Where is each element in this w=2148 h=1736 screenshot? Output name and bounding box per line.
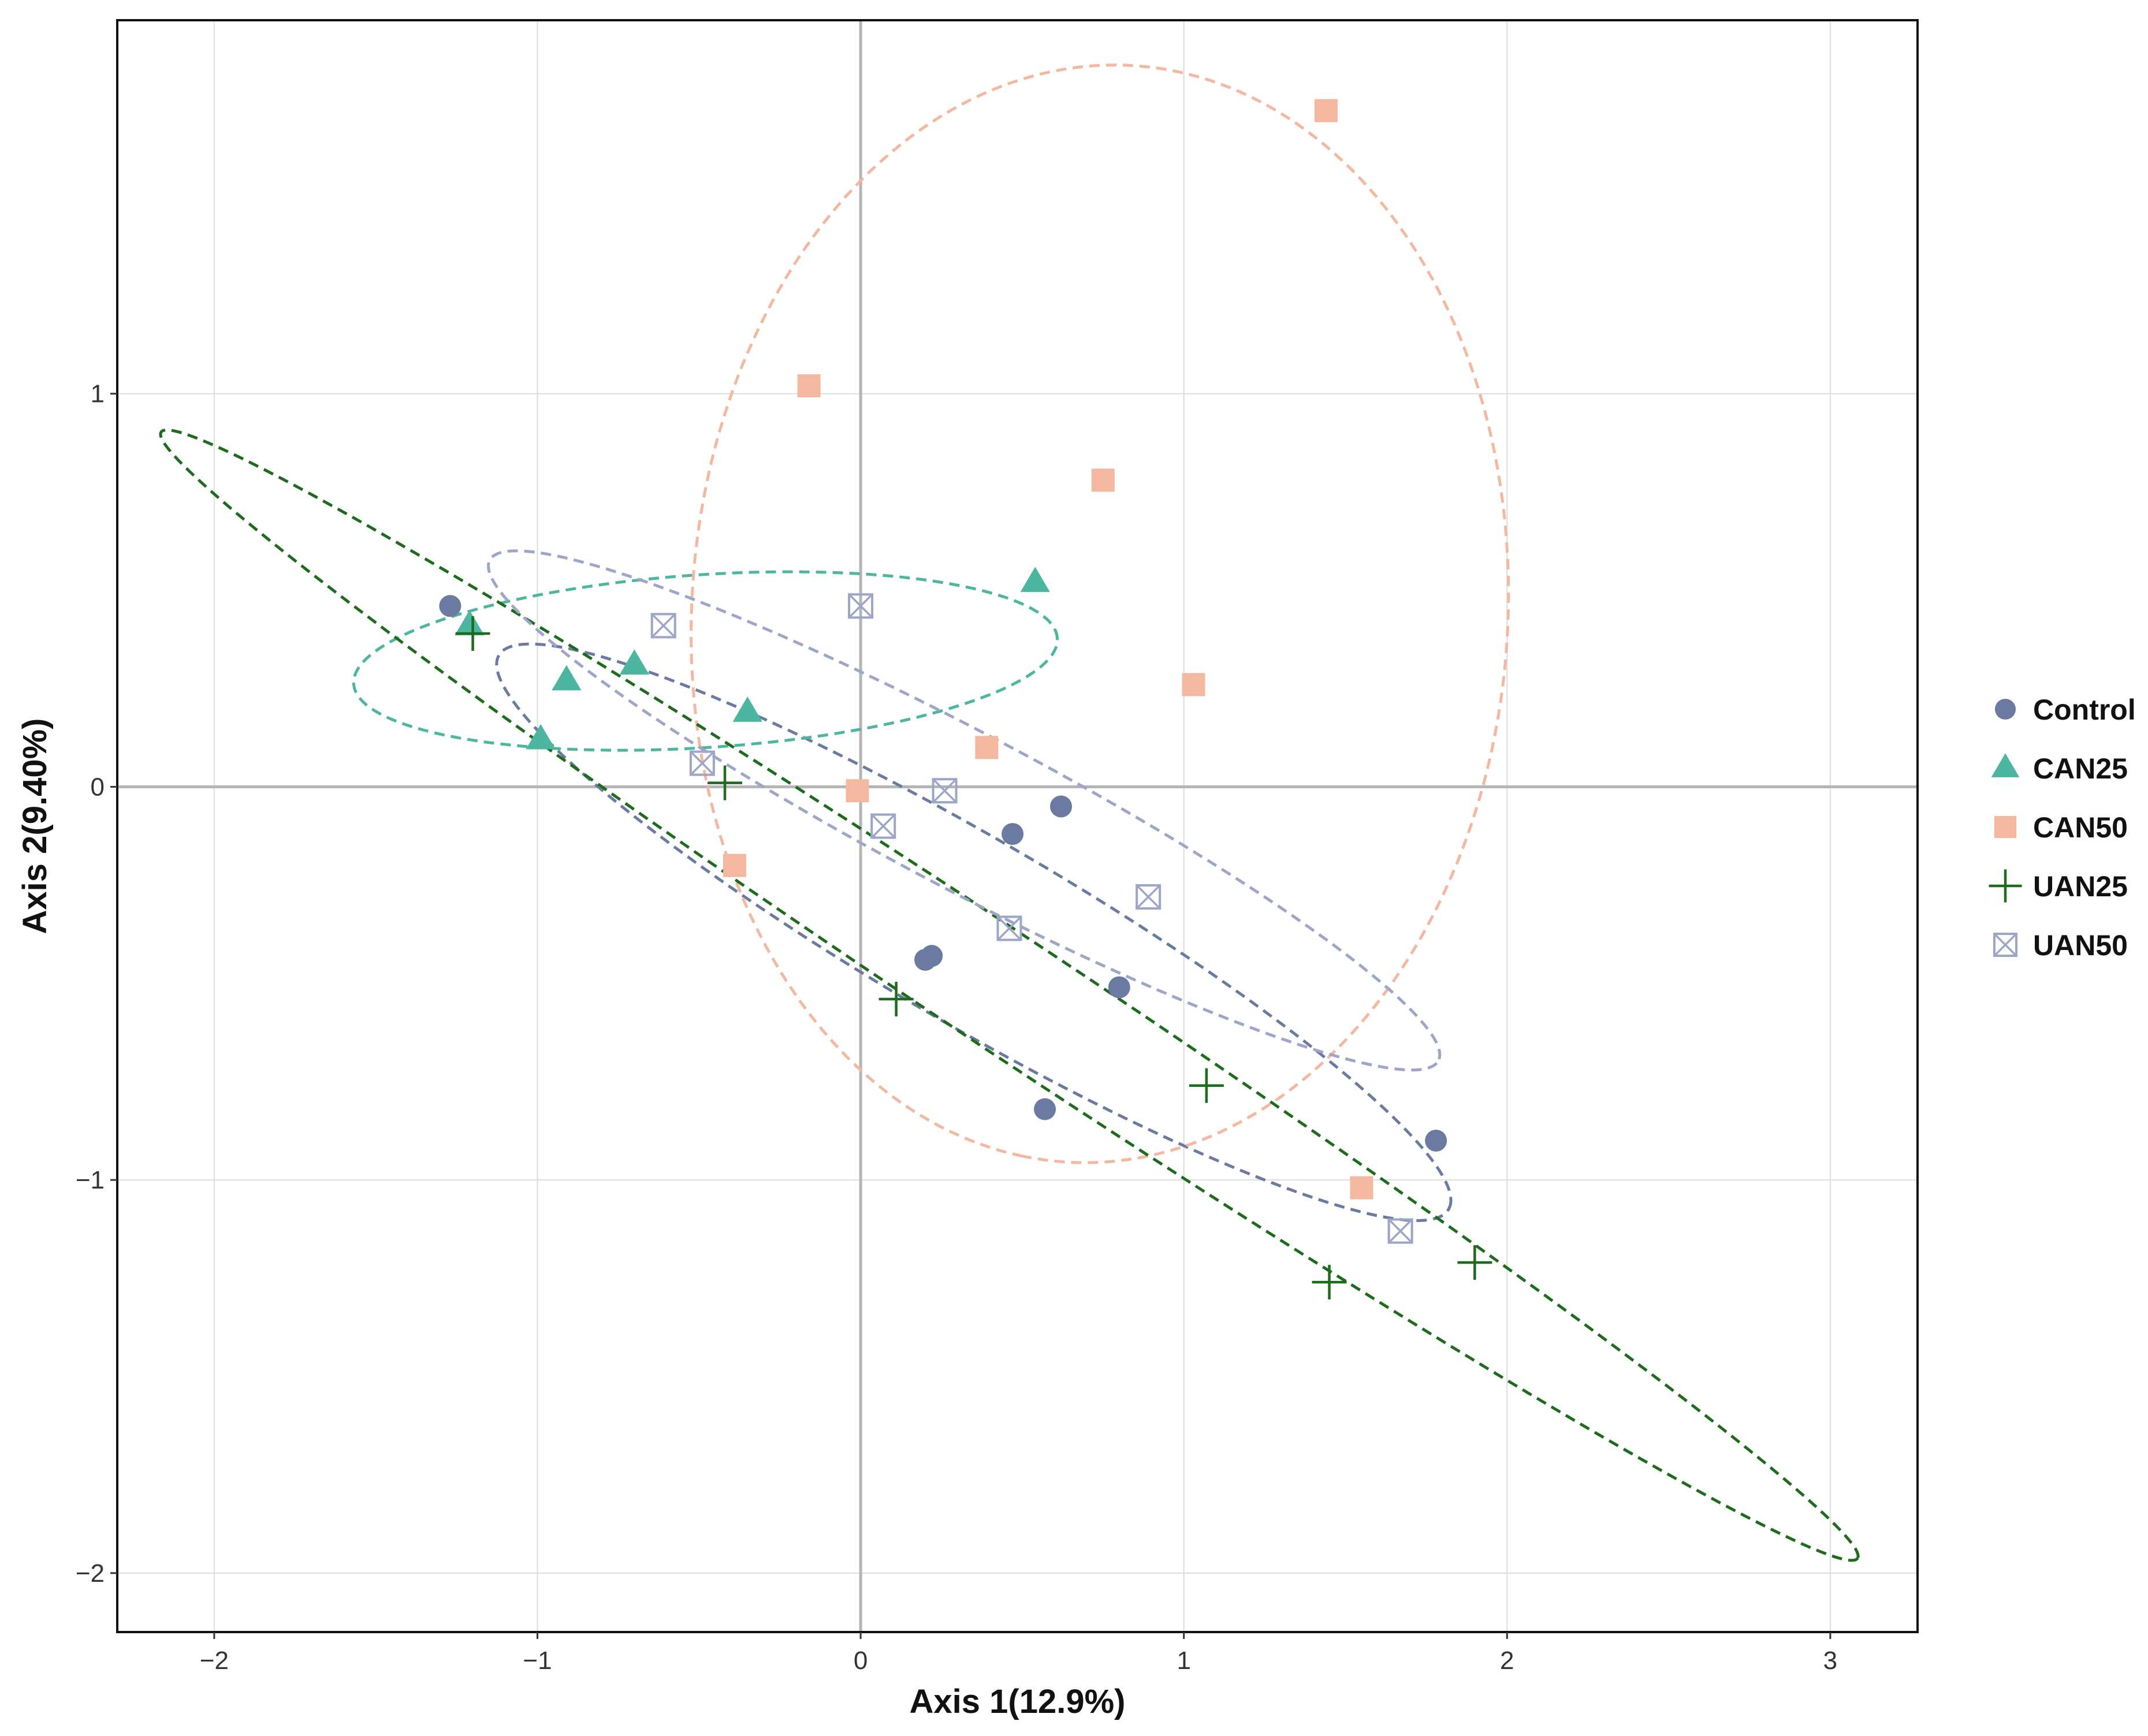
- legend-marker-uan50-d2: [1993, 933, 2017, 957]
- point-uan50-7: [1387, 1218, 1413, 1244]
- ellipse-control: [495, 642, 1453, 1223]
- legend-marker-can50: [1994, 816, 2016, 838]
- legend-label-can25: CAN25: [2033, 752, 2128, 785]
- point-can50-4: [975, 736, 999, 759]
- legend-item-can25: CAN25: [1991, 752, 2128, 785]
- point-uan50-1-d2: [848, 594, 873, 619]
- x-axis-ticks: −2 −1 0 1 2 3: [200, 1632, 1837, 1675]
- point-can25-1: [552, 665, 582, 691]
- y-tick-label-2: 0: [91, 773, 105, 801]
- point-can50-3: [1182, 673, 1205, 696]
- series-control: [439, 595, 1447, 1152]
- point-uan50-2: [689, 750, 715, 776]
- x-tick-label-2: 0: [854, 1646, 868, 1675]
- legend-marker-can25: [1991, 753, 2020, 777]
- point-uan50-7-box: [1387, 1218, 1413, 1244]
- x-axis-title: Axis 1(12.9%): [910, 1683, 1126, 1720]
- point-can50-5: [846, 779, 869, 803]
- point-can50-6: [723, 854, 746, 877]
- point-can25-4: [526, 724, 556, 750]
- point-uan25-4: [1312, 1265, 1347, 1300]
- point-can50-0: [1314, 99, 1338, 122]
- y-axis-ticks: −2 −1 0 1: [76, 380, 117, 1588]
- legend: Control CAN25 CAN50 UAN25 UAN50: [1989, 694, 2136, 962]
- ellipse-uan50: [487, 549, 1442, 1072]
- point-can25-5: [1020, 567, 1050, 593]
- legend-item-uan50: UAN50: [1993, 929, 2128, 962]
- point-can25-2: [619, 649, 650, 675]
- point-control-6: [1034, 1098, 1056, 1120]
- point-can50-2: [1091, 468, 1115, 492]
- legend-item-can50: CAN50: [1994, 811, 2128, 844]
- series-uan50: [650, 593, 1413, 1244]
- x-tick-label-4: 2: [1500, 1646, 1514, 1675]
- point-control-5: [1108, 976, 1130, 999]
- ellipse-can50: [690, 64, 1510, 1164]
- point-uan50-2-box: [689, 750, 715, 776]
- legend-marker-uan50-box: [1993, 933, 2017, 957]
- point-uan50-3-d2: [932, 778, 957, 803]
- point-uan50-6: [996, 915, 1022, 941]
- point-can50-7: [1350, 1176, 1373, 1199]
- point-control-2: [1050, 795, 1073, 818]
- ellipse-can25: [352, 570, 1059, 752]
- x-tick-label-5: 3: [1823, 1646, 1837, 1675]
- point-uan50-4-d2: [871, 814, 896, 839]
- legend-label-uan50: UAN50: [2033, 929, 2128, 962]
- series-can25: [455, 567, 1050, 750]
- point-uan50-0-d2: [651, 613, 676, 638]
- point-control-4: [921, 945, 943, 967]
- point-uan50-0-box: [650, 613, 676, 639]
- point-uan50-3-box: [932, 778, 958, 804]
- legend-marker-uan25: [1989, 869, 2022, 903]
- y-tick-label-1: −1: [76, 1166, 105, 1194]
- legend-item-uan25: UAN25: [1989, 869, 2128, 903]
- legend-label-control: Control: [2033, 694, 2136, 726]
- point-uan25-3: [1189, 1068, 1224, 1103]
- y-tick-label-3: 1: [91, 380, 105, 408]
- series-uan25: [455, 616, 1492, 1300]
- point-control-0: [439, 595, 461, 617]
- legend-marker-control: [1994, 698, 2016, 720]
- point-uan50-6-box: [996, 915, 1022, 941]
- legend-label-can50: CAN50: [2033, 811, 2128, 844]
- point-uan50-5-box: [1136, 884, 1162, 910]
- point-can25-0: [455, 610, 485, 636]
- point-control-7: [1425, 1130, 1447, 1152]
- point-uan50-2-d2: [690, 751, 715, 776]
- point-uan50-7-d2: [1388, 1219, 1413, 1243]
- x-tick-label-1: −1: [523, 1646, 552, 1675]
- point-can25-3: [732, 696, 762, 722]
- point-uan25-5: [1457, 1245, 1492, 1280]
- x-tick-label-0: −2: [200, 1646, 229, 1675]
- point-uan50-4-box: [870, 813, 896, 839]
- point-uan50-1: [848, 593, 874, 619]
- point-can50-1: [797, 374, 821, 398]
- point-uan50-1-box: [848, 593, 874, 619]
- legend-marker-uan50: [1993, 933, 2017, 957]
- point-uan50-5: [1136, 884, 1162, 910]
- series-can50: [723, 99, 1373, 1199]
- point-uan50-6-d2: [997, 916, 1022, 941]
- plot-border: [116, 19, 1919, 1633]
- ellipses: [159, 64, 1860, 1562]
- point-control-1: [1002, 823, 1024, 845]
- y-axis-title: Axis 2(9.40%): [16, 718, 54, 934]
- x-tick-label-3: 1: [1177, 1646, 1190, 1675]
- legend-item-control: Control: [1994, 694, 2136, 726]
- point-uan50-0: [650, 613, 676, 639]
- point-uan50-5-d2: [1136, 884, 1161, 910]
- point-uan50-3: [932, 778, 958, 804]
- y-tick-label-0: −2: [76, 1559, 105, 1588]
- point-uan25-1: [708, 765, 743, 800]
- legend-label-uan25: UAN25: [2033, 870, 2128, 903]
- point-uan25-2: [878, 982, 914, 1017]
- ellipse-uan25: [159, 428, 1860, 1562]
- point-uan25-0: [455, 616, 490, 651]
- point-uan50-4: [870, 813, 896, 839]
